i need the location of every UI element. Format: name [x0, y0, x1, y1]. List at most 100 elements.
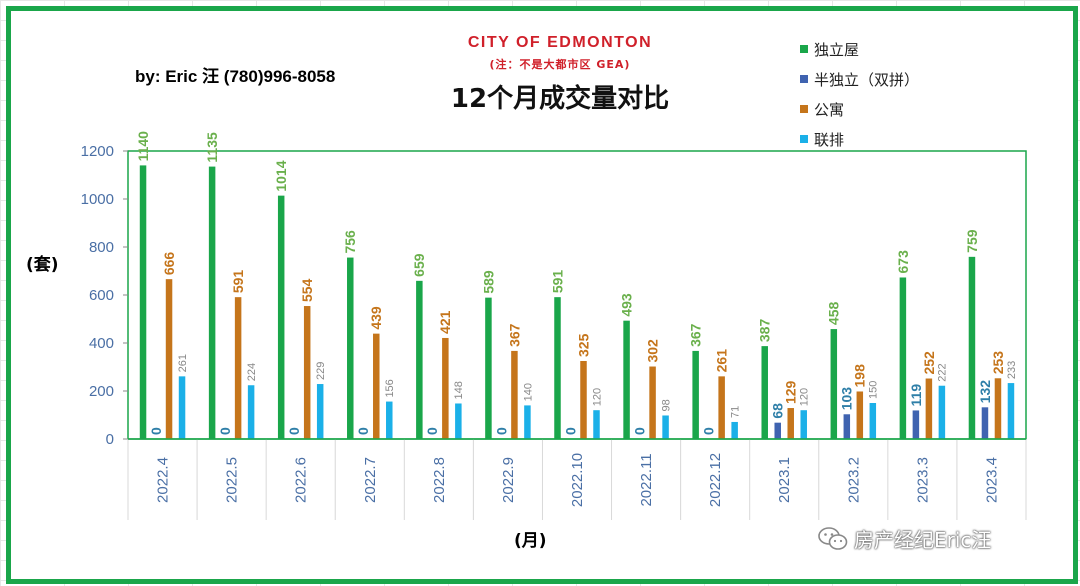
data-label: 591 — [549, 270, 565, 294]
x-tick-label: 2022.9 — [500, 457, 517, 503]
data-label: 252 — [921, 351, 937, 375]
bar-2 — [303, 306, 311, 439]
data-label: 673 — [895, 250, 911, 274]
bar-2 — [787, 408, 794, 439]
data-label: 0 — [493, 427, 509, 435]
author-contact: by: Eric 汪 (780)996-8058 — [135, 67, 336, 86]
x-tick-label: 2022.8 — [431, 457, 448, 503]
data-label: 98 — [660, 399, 672, 411]
plot-area — [127, 150, 1027, 440]
data-label: 1135 — [204, 132, 220, 163]
bar-1 — [981, 407, 989, 439]
legend-item-semi-detached: 半独立（双拼） — [800, 64, 919, 94]
bar-3 — [455, 403, 462, 439]
data-label: 253 — [990, 351, 1006, 375]
data-label: 261 — [714, 349, 730, 373]
data-label: 140 — [522, 383, 534, 401]
bar-0 — [899, 277, 907, 439]
data-label: 71 — [730, 406, 742, 418]
legend-item-detached: 独立屋 — [800, 34, 919, 64]
bar-3 — [869, 403, 877, 439]
data-label: 458 — [826, 302, 842, 326]
x-tick-label: 2022.5 — [224, 457, 241, 503]
data-label: 325 — [575, 333, 591, 357]
data-label: 1014 — [273, 160, 289, 191]
city-heading: CITY OF EDMONTON — [467, 34, 653, 51]
data-label: 119 — [908, 384, 924, 407]
legend-label: 独立屋 — [814, 40, 860, 59]
x-tick-label: 2022.4 — [155, 457, 172, 503]
bar-1 — [774, 422, 781, 439]
legend-swatch — [800, 135, 808, 143]
data-label: 0 — [701, 427, 717, 435]
bar-0 — [830, 329, 838, 439]
bar-2 — [994, 378, 1002, 439]
x-tick-label: 2022.6 — [293, 457, 310, 503]
bar-0 — [347, 257, 354, 439]
bar-2 — [649, 366, 656, 439]
legend-swatch — [800, 75, 808, 83]
data-label: 0 — [217, 427, 233, 435]
bar-2 — [373, 333, 380, 439]
data-label: 150 — [868, 381, 880, 399]
bar-0 — [139, 165, 147, 439]
data-label: 156 — [384, 379, 396, 397]
bar-2 — [718, 376, 725, 439]
bar-2 — [856, 391, 864, 439]
watermark-text: 房产经纪Eric汪 — [854, 528, 992, 552]
data-label: 367 — [506, 323, 522, 347]
bar-3 — [1007, 383, 1015, 439]
y-tick-label: 800 — [89, 239, 114, 256]
wechat-icon — [818, 526, 848, 550]
data-label: 554 — [299, 278, 315, 302]
data-label: 493 — [618, 293, 634, 317]
chart-title: 12个月成交量对比 — [450, 84, 670, 114]
y-tick-label: 1000 — [81, 191, 114, 208]
region-note: (注：不是大都市区 GEA) — [489, 58, 631, 71]
data-label: 0 — [424, 427, 440, 435]
y-tick-label: 600 — [89, 287, 114, 304]
bar-3 — [938, 385, 946, 439]
bar-3 — [800, 410, 807, 439]
data-label: 387 — [757, 319, 773, 343]
x-tick-label: 2022.11 — [638, 453, 655, 506]
y-tick-label: 200 — [89, 383, 114, 400]
data-label: 222 — [937, 363, 949, 381]
data-label: 589 — [480, 270, 496, 294]
bar-0 — [623, 320, 630, 439]
bar-0 — [692, 350, 699, 439]
data-label: 0 — [286, 427, 302, 435]
data-label: 148 — [453, 381, 465, 399]
bar-2 — [511, 350, 518, 439]
bar-2 — [165, 279, 173, 439]
bar-3 — [316, 384, 324, 439]
bar-0 — [485, 297, 492, 439]
bar-3 — [662, 415, 669, 439]
legend-label: 联排 — [814, 130, 845, 149]
bar-3 — [386, 401, 393, 439]
data-label: 439 — [368, 306, 384, 330]
data-label: 591 — [230, 270, 246, 294]
x-tick-label: 2023.4 — [983, 457, 1000, 503]
bar-3 — [731, 421, 738, 439]
bar-2 — [580, 361, 587, 439]
bar-1 — [843, 414, 851, 439]
legend-item-condo: 公寓 — [800, 94, 919, 124]
bar-0 — [208, 166, 216, 439]
legend-label: 公寓 — [814, 100, 845, 119]
legend-item-townhouse: 联排 — [800, 124, 919, 154]
x-axis-label: (月) — [514, 531, 547, 551]
data-label: 666 — [161, 252, 177, 276]
bar-3 — [178, 376, 186, 439]
data-label: 0 — [148, 427, 164, 435]
bar-0 — [554, 297, 561, 439]
data-label: 0 — [562, 427, 578, 435]
x-tick-label: 2023.3 — [914, 457, 931, 503]
data-label: 659 — [411, 253, 427, 277]
bar-3 — [524, 405, 531, 439]
x-tick-label: 2022.10 — [569, 453, 586, 507]
data-label: 1140 — [135, 131, 151, 162]
legend: 独立屋 半独立（双拼） 公寓 联排 — [800, 34, 919, 154]
data-label: 302 — [644, 339, 660, 363]
